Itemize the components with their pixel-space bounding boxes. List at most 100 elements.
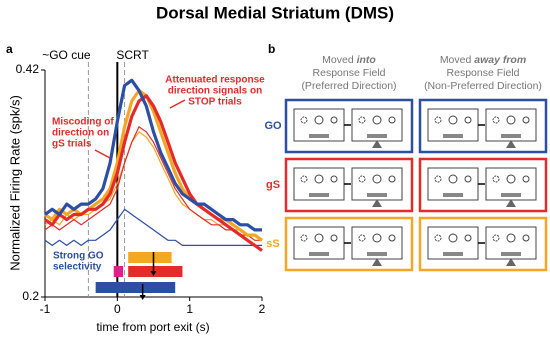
schematic-base (367, 193, 387, 197)
selectivity-bar (128, 252, 172, 263)
condition-box (284, 216, 414, 272)
annotation: Attenuated response (165, 75, 265, 86)
schematic-port (448, 115, 458, 125)
figure-title: Dorsal Medial Striatum (DMS) (156, 3, 394, 22)
schematic-port (492, 175, 500, 183)
schematic-port (300, 234, 308, 242)
schematic-port (388, 175, 396, 183)
condition-box (284, 157, 414, 213)
column-header-part: Moved (322, 54, 356, 66)
column-header-part: Moved (440, 54, 474, 66)
schematic-base (501, 134, 521, 138)
column-header: Moved into (322, 54, 376, 66)
annotation: selectivity (53, 262, 102, 273)
schematic-base (443, 193, 463, 197)
schematic-port (358, 175, 366, 183)
schematic-base (309, 134, 329, 138)
condition-box (418, 157, 548, 213)
schematic-port (372, 115, 382, 125)
condition-box (418, 216, 548, 272)
schematic-base (501, 252, 521, 256)
schematic-light (372, 258, 382, 266)
schematic-port (358, 234, 366, 242)
selectivity-bar (113, 266, 124, 277)
schematic-port (464, 234, 472, 242)
schematic-port (314, 115, 324, 125)
selectivity-bar (95, 282, 176, 293)
schematic-port (506, 115, 516, 125)
schematic-light (372, 199, 382, 207)
schematic-port (492, 234, 500, 242)
y-tick-label: 0.2 (22, 289, 39, 303)
row-label: sS (266, 238, 279, 250)
column-header: Response Field (313, 67, 386, 79)
column-header: (Preferred Direction) (301, 80, 396, 92)
schematic-port (330, 234, 338, 242)
schematic-base (443, 134, 463, 138)
x-tick-label: -1 (40, 302, 51, 316)
schematic-port (448, 233, 458, 243)
schematic-frame (427, 226, 479, 260)
arrow-head (150, 271, 157, 276)
column-header-emphasis: into (357, 54, 377, 66)
event-label: SCRT (116, 48, 149, 62)
annotation: gS trials (52, 139, 92, 150)
schematic-frame (293, 167, 345, 201)
y-axis-label: Normalized Firing Rate (spk/s) (7, 95, 22, 271)
schematic-frame (293, 108, 345, 142)
schematic-base (501, 193, 521, 197)
schematic-port (330, 116, 338, 124)
column-header: Response Field (447, 67, 520, 79)
schematic-port (522, 116, 530, 124)
x-axis-label: time from port exit (s) (96, 320, 209, 334)
schematic-port (314, 233, 324, 243)
schematic-frame (351, 167, 403, 201)
column-header: (Non-Preferred Direction) (424, 80, 542, 92)
schematic-port (506, 174, 516, 184)
annotation: Miscoding of (52, 117, 114, 128)
schematic-light (506, 140, 516, 148)
schematic-port (434, 116, 442, 124)
annotation: direction on (52, 128, 109, 139)
panel-label: a (6, 42, 13, 56)
schematic-port (506, 233, 516, 243)
series-line (44, 94, 263, 252)
y-tick-label: 0.42 (16, 62, 40, 76)
series-line (44, 208, 262, 246)
condition-box (418, 98, 548, 154)
annotation-arrow (169, 99, 186, 109)
schematic-port (492, 116, 500, 124)
x-tick-label: 0 (114, 302, 121, 316)
schematic-base (309, 193, 329, 197)
schematic-base (443, 252, 463, 256)
schematic-port (314, 174, 324, 184)
schematic-light (506, 199, 516, 207)
schematic-port (434, 234, 442, 242)
schematic-port (372, 233, 382, 243)
x-tick-label: 1 (186, 302, 193, 316)
row-label: GO (264, 120, 282, 132)
schematic-base (309, 252, 329, 256)
event-label: ~GO cue (42, 48, 91, 62)
schematic-port (300, 116, 308, 124)
arrow-head (139, 295, 146, 300)
schematic-port (372, 174, 382, 184)
annotation: STOP trials (188, 97, 242, 108)
schematic-base (367, 252, 387, 256)
schematic-port (448, 174, 458, 184)
schematic-port (358, 116, 366, 124)
row-label: gS (266, 179, 280, 191)
series-line (44, 126, 262, 241)
schematic-light (506, 258, 516, 266)
schematic-port (522, 175, 530, 183)
panel-label: b (268, 42, 275, 56)
schematic-port (464, 116, 472, 124)
condition-box (284, 98, 414, 154)
schematic-light (372, 140, 382, 148)
schematic-port (330, 175, 338, 183)
schematic-port (522, 234, 530, 242)
column-header: Moved away from (440, 54, 526, 66)
annotation-arrow (94, 149, 111, 159)
schematic-port (464, 175, 472, 183)
